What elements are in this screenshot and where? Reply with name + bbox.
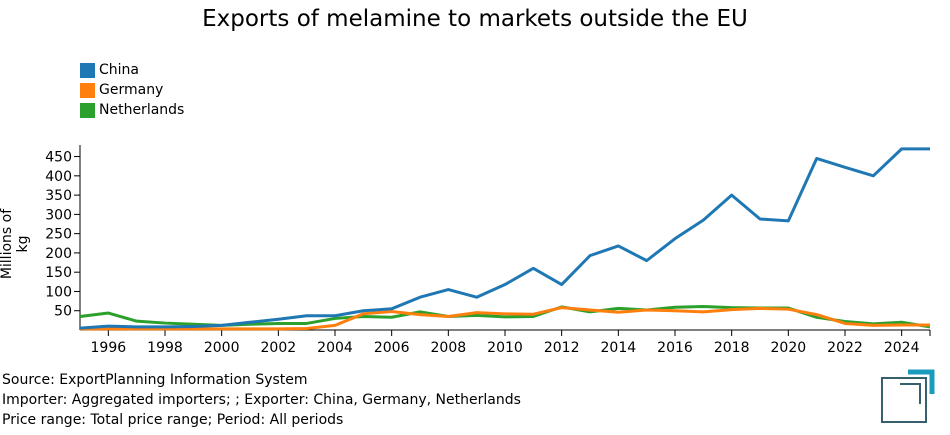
importer-line: Importer: Aggregated importers; ; Export… — [2, 392, 521, 408]
y-tick-label: 150 — [45, 265, 72, 281]
legend-swatch-netherlands — [80, 102, 95, 118]
legend-label: China — [99, 62, 139, 78]
y-tick-label: 400 — [45, 169, 72, 185]
y-tick-label: 50 — [54, 304, 72, 320]
source-notes: Source: ExportPlanning Information Syste… — [2, 370, 521, 430]
legend: China Germany Netherlands — [80, 60, 184, 120]
x-tick-label: 2024 — [884, 340, 920, 356]
legend-item-netherlands[interactable]: Netherlands — [80, 100, 184, 120]
price-range-line: Price range: Total price range; Period: … — [2, 412, 344, 428]
y-tick-label: 350 — [45, 188, 72, 204]
legend-swatch-china — [80, 62, 95, 78]
series-line-china — [79, 147, 930, 330]
legend-label: Germany — [99, 82, 164, 98]
y-tick-label: 100 — [45, 284, 72, 300]
x-tick-label: 2006 — [374, 340, 410, 356]
y-tick-label: 300 — [45, 207, 72, 223]
x-tick-label: 2008 — [431, 340, 467, 356]
x-tick-label: 2020 — [771, 340, 807, 356]
legend-swatch-germany — [80, 82, 95, 98]
x-tick-label: 1998 — [147, 340, 183, 356]
legend-label: Netherlands — [99, 102, 185, 118]
legend-item-germany[interactable]: Germany — [80, 80, 184, 100]
series-line-netherlands — [79, 304, 931, 329]
x-tick-label: 2014 — [601, 340, 637, 356]
x-tick-label: 2012 — [544, 340, 580, 356]
line-chart: 50 100 150 200 250 300 350 400 450 1996 1998 2000 20… — [45, 145, 931, 356]
source-line: Source: ExportPlanning Information Syste… — [2, 372, 308, 388]
x-tick-label: 2004 — [317, 340, 353, 356]
x-tick-label: 2022 — [827, 340, 863, 356]
x-tick-label: 2002 — [261, 340, 297, 356]
x-tick-label: 2000 — [204, 340, 240, 356]
y-tick-label: 200 — [45, 246, 72, 262]
x-tick-label: 2010 — [487, 340, 523, 356]
legend-item-china[interactable]: China — [80, 60, 184, 80]
exportplanning-logo-icon — [881, 369, 935, 423]
series-line-germany — [80, 306, 930, 331]
y-tick-label: 250 — [45, 227, 72, 243]
y-tick-label: 450 — [45, 150, 72, 166]
chart-title: Exports of melamine to markets outside t… — [202, 6, 748, 32]
x-tick-label: 2016 — [657, 340, 693, 356]
x-tick-label: 2018 — [714, 340, 750, 356]
x-tick-label: 1996 — [91, 340, 127, 356]
